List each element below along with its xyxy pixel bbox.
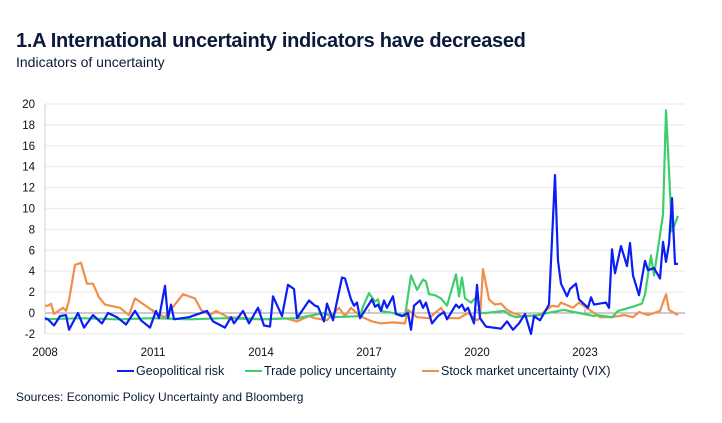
y-tick-label: 2 xyxy=(29,287,35,299)
y-tick-label: 14 xyxy=(22,162,35,174)
x-tick-label: 2008 xyxy=(32,347,58,359)
legend-item-vix: Stock market uncertainty (VIX) xyxy=(422,364,611,378)
legend-swatch xyxy=(117,369,134,373)
legend-item-trade-policy-uncertainty: Trade policy uncertainty xyxy=(245,364,396,378)
source-note: Sources: Economic Policy Uncertainty and… xyxy=(16,390,304,404)
y-tick-label: 12 xyxy=(22,183,35,195)
legend-label: Stock market uncertainty (VIX) xyxy=(441,364,611,378)
y-tick-label: 20 xyxy=(22,99,35,111)
x-tick-label: 2017 xyxy=(356,347,382,359)
y-tick-label: 4 xyxy=(29,266,36,278)
series-line-geopolitical-risk xyxy=(44,174,678,335)
series-line-stock-market-uncertainty-vix xyxy=(45,261,679,325)
legend-swatch xyxy=(245,369,262,373)
y-tick-label: -2 xyxy=(25,329,35,341)
legend-label: Trade policy uncertainty xyxy=(264,364,397,378)
legend-label: Geopolitical risk xyxy=(136,364,225,378)
legend-swatch xyxy=(422,369,439,373)
x-tick-label: 2014 xyxy=(248,347,274,359)
x-tick-label: 2023 xyxy=(572,347,598,359)
y-tick-label: 6 xyxy=(29,245,35,257)
y-tick-label: 10 xyxy=(22,204,35,216)
chart-title: 1.A International uncertainty indicators… xyxy=(16,30,526,52)
y-tick-label: 0 xyxy=(29,308,35,320)
legend-item-geopolitical-risk: Geopolitical risk xyxy=(117,364,224,378)
y-tick-label: 8 xyxy=(29,224,35,236)
y-tick-label: 18 xyxy=(22,120,35,132)
x-tick-label: 2011 xyxy=(141,347,166,359)
x-tick-label: 2020 xyxy=(464,347,490,359)
y-tick-label: 16 xyxy=(22,141,35,153)
series-line-trade-policy-uncertainty xyxy=(44,109,680,321)
chart-subtitle: Indicators of uncertainty xyxy=(16,54,165,70)
